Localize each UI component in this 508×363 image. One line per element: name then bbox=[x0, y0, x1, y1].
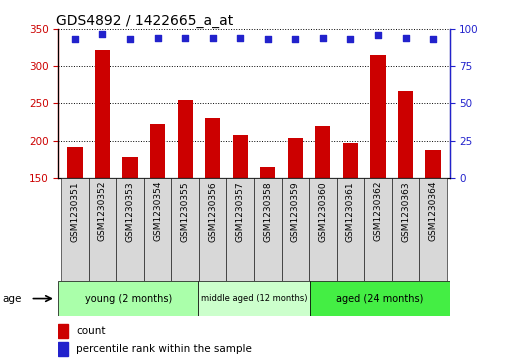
Text: GSM1230359: GSM1230359 bbox=[291, 181, 300, 242]
Text: middle aged (12 months): middle aged (12 months) bbox=[201, 294, 307, 303]
Point bbox=[181, 35, 189, 41]
Bar bbox=[199, 178, 227, 281]
Point bbox=[319, 35, 327, 41]
Text: GSM1230361: GSM1230361 bbox=[346, 181, 355, 242]
Text: GSM1230362: GSM1230362 bbox=[373, 181, 383, 241]
Text: count: count bbox=[76, 326, 106, 336]
Bar bbox=[392, 178, 419, 281]
Point bbox=[291, 37, 299, 42]
Text: GSM1230353: GSM1230353 bbox=[125, 181, 135, 242]
Bar bbox=[254, 178, 281, 281]
Text: GSM1230358: GSM1230358 bbox=[263, 181, 272, 242]
Point bbox=[401, 35, 409, 41]
Bar bbox=[150, 124, 165, 290]
Text: GSM1230363: GSM1230363 bbox=[401, 181, 410, 242]
Bar bbox=[343, 143, 358, 290]
Bar bbox=[178, 100, 193, 290]
Text: GSM1230357: GSM1230357 bbox=[236, 181, 245, 242]
Point bbox=[153, 35, 162, 41]
Text: aged (24 months): aged (24 months) bbox=[336, 294, 423, 303]
Bar bbox=[398, 91, 413, 290]
Text: young (2 months): young (2 months) bbox=[85, 294, 172, 303]
Bar bbox=[233, 135, 248, 290]
Bar bbox=[58, 324, 68, 338]
Text: GSM1230360: GSM1230360 bbox=[319, 181, 327, 242]
Text: GSM1230354: GSM1230354 bbox=[153, 181, 162, 241]
Text: GSM1230364: GSM1230364 bbox=[429, 181, 437, 241]
Bar bbox=[89, 178, 116, 281]
Bar bbox=[337, 178, 364, 281]
Bar bbox=[122, 157, 138, 290]
Bar bbox=[419, 178, 447, 281]
Point bbox=[374, 32, 382, 38]
Point bbox=[71, 37, 79, 42]
Bar bbox=[281, 178, 309, 281]
Bar bbox=[198, 281, 310, 316]
Point bbox=[126, 37, 134, 42]
Point bbox=[99, 30, 107, 36]
Point bbox=[429, 37, 437, 42]
Text: age: age bbox=[3, 294, 22, 303]
Text: percentile rank within the sample: percentile rank within the sample bbox=[76, 344, 252, 354]
Text: GSM1230355: GSM1230355 bbox=[181, 181, 189, 242]
Bar bbox=[58, 342, 68, 356]
Bar bbox=[260, 167, 275, 290]
Bar bbox=[315, 126, 330, 290]
Text: GDS4892 / 1422665_a_at: GDS4892 / 1422665_a_at bbox=[56, 14, 234, 28]
Bar bbox=[171, 178, 199, 281]
Point bbox=[346, 37, 355, 42]
Bar bbox=[116, 178, 144, 281]
Text: GSM1230352: GSM1230352 bbox=[98, 181, 107, 241]
Bar bbox=[364, 178, 392, 281]
Text: GSM1230356: GSM1230356 bbox=[208, 181, 217, 242]
Bar bbox=[68, 147, 82, 290]
Bar bbox=[227, 178, 254, 281]
Bar bbox=[144, 178, 171, 281]
Bar bbox=[310, 281, 450, 316]
Bar bbox=[370, 55, 386, 290]
Bar bbox=[58, 281, 198, 316]
Point bbox=[209, 35, 217, 41]
Point bbox=[236, 35, 244, 41]
Bar bbox=[309, 178, 337, 281]
Bar bbox=[95, 50, 110, 290]
Point bbox=[264, 37, 272, 42]
Bar bbox=[205, 118, 220, 290]
Text: GSM1230351: GSM1230351 bbox=[71, 181, 79, 242]
Bar bbox=[61, 178, 89, 281]
Bar bbox=[426, 150, 440, 290]
Bar bbox=[288, 138, 303, 290]
